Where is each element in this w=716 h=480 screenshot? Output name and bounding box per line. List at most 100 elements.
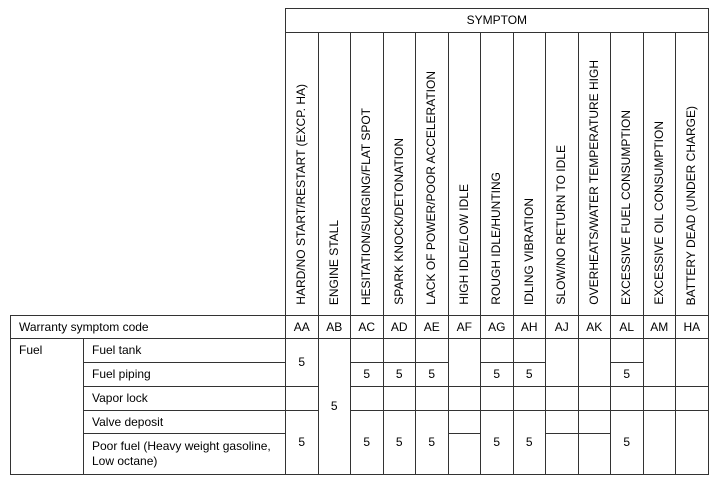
cell: 5 xyxy=(350,410,384,475)
code-text: AK xyxy=(586,319,603,334)
cell: 5 xyxy=(415,362,449,387)
symptom-header: EXCESSIVE OIL CONSUMPTION xyxy=(642,32,676,316)
cell xyxy=(642,386,676,411)
cell: 5 xyxy=(382,362,416,387)
code-text: AF xyxy=(456,319,472,334)
symptom-header: LACK OF POWER/POOR ACCELERATION xyxy=(415,32,449,316)
symptom-header-text: SLOW/NO RETURN TO IDLE xyxy=(554,145,569,305)
code: HA xyxy=(675,315,709,339)
cell xyxy=(350,338,384,363)
cell xyxy=(675,386,709,411)
symptom-header: HIGH IDLE/LOW IDLE xyxy=(447,32,481,316)
cell xyxy=(577,386,611,411)
item: Fuel tank xyxy=(83,338,286,363)
item: Fuel piping xyxy=(83,362,286,387)
symptom-header-text: BATTERY DEAD (UNDER CHARGE) xyxy=(684,105,699,305)
symptom-header: OVERHEATS/WATER TEMPERATURE HIGH xyxy=(577,32,611,316)
cell xyxy=(285,386,319,411)
cell: 5 xyxy=(610,362,644,387)
symptom-header: EXCESSIVE FUEL CONSUMPTION xyxy=(610,32,644,316)
cell xyxy=(350,386,384,411)
symptom-header-text: EXCESSIVE FUEL CONSUMPTION xyxy=(619,110,634,305)
cell: 5 xyxy=(285,410,319,475)
code: AK xyxy=(577,315,611,339)
cell xyxy=(512,386,546,411)
symptom-header: SLOW/NO RETURN TO IDLE xyxy=(545,32,579,316)
code-label: Warranty symptom code xyxy=(10,315,286,339)
cell xyxy=(545,386,579,411)
cell: 5 xyxy=(317,338,351,475)
symptom-header-text: IDLING VIBRATION xyxy=(521,197,536,305)
cell: 5 xyxy=(350,362,384,387)
item: Vapor lock xyxy=(83,386,286,411)
cell xyxy=(480,338,514,363)
cell: 5 xyxy=(415,410,449,475)
code: AB xyxy=(317,315,351,339)
code: AC xyxy=(350,315,384,339)
cell: 5 xyxy=(512,410,546,475)
cell xyxy=(447,410,481,434)
cell xyxy=(610,338,644,363)
code-text: AC xyxy=(358,319,376,334)
cell xyxy=(480,386,514,411)
symptom-header-text: HESITATION/SURGING/FLAT SPOT xyxy=(359,107,374,305)
code: AG xyxy=(480,315,514,339)
cell: 5 xyxy=(285,338,319,387)
symptom-header-text: ENGINE STALL xyxy=(326,219,341,305)
code-text: AD xyxy=(390,319,408,334)
cell xyxy=(610,386,644,411)
symptom-header-text: ROUGH IDLE/HUNTING xyxy=(489,172,504,305)
code-text: AA xyxy=(293,319,310,334)
symptom-header: SPARK KNOCK/DETONATION xyxy=(382,32,416,316)
cell xyxy=(447,433,481,475)
cell xyxy=(545,338,579,387)
code: AF xyxy=(447,315,481,339)
code: AA xyxy=(285,315,319,339)
cell xyxy=(447,338,481,387)
blank xyxy=(10,8,286,316)
code-text: AE xyxy=(423,319,440,334)
symptom-header-text: EXCESSIVE OIL CONSUMPTION xyxy=(651,121,666,305)
cell xyxy=(415,338,449,363)
code-text: AL xyxy=(619,319,635,334)
code: AE xyxy=(415,315,449,339)
cell xyxy=(642,410,676,475)
cell xyxy=(675,410,709,475)
symptom-header-text: HARD/NO START/RESTART (EXCP. HA) xyxy=(294,84,309,305)
symptom-header: ENGINE STALL xyxy=(317,32,351,316)
symptom-header: HESITATION/SURGING/FLAT SPOT xyxy=(350,32,384,316)
symptom-header: ROUGH IDLE/HUNTING xyxy=(480,32,514,316)
symptom-header-text: OVERHEATS/WATER TEMPERATURE HIGH xyxy=(586,60,601,305)
group-header: SYMPTOM xyxy=(285,8,709,33)
symptom-header-text: HIGH IDLE/LOW IDLE xyxy=(456,184,471,305)
cell xyxy=(675,338,709,387)
item: Valve deposit xyxy=(83,410,286,434)
cell xyxy=(415,386,449,411)
cell xyxy=(642,338,676,387)
code-text: AB xyxy=(326,319,343,334)
code-text: AM xyxy=(650,319,669,334)
code-text: AG xyxy=(488,319,506,334)
cell xyxy=(447,386,481,411)
code: AL xyxy=(610,315,644,339)
cell: 5 xyxy=(382,410,416,475)
code: AD xyxy=(382,315,416,339)
cell: 5 xyxy=(512,362,546,387)
symptom-header: IDLING VIBRATION xyxy=(512,32,546,316)
symptom-header: BATTERY DEAD (UNDER CHARGE) xyxy=(675,32,709,316)
code: AJ xyxy=(545,315,579,339)
cell xyxy=(382,338,416,363)
symptom-table: SYMPTOM HARD/NO START/RESTART (EXCP. HA)… xyxy=(10,8,709,475)
group: Fuel xyxy=(10,338,84,475)
symptom-header: HARD/NO START/RESTART (EXCP. HA) xyxy=(285,32,319,316)
cell xyxy=(577,410,611,434)
code: AH xyxy=(512,315,546,339)
code-text: AJ xyxy=(554,319,569,334)
cell xyxy=(577,338,611,387)
code-text: HA xyxy=(683,319,701,334)
symptom-header-text: LACK OF POWER/POOR ACCELERATION xyxy=(424,71,439,305)
cell xyxy=(577,433,611,475)
cell: 5 xyxy=(610,410,644,475)
cell xyxy=(545,433,579,475)
